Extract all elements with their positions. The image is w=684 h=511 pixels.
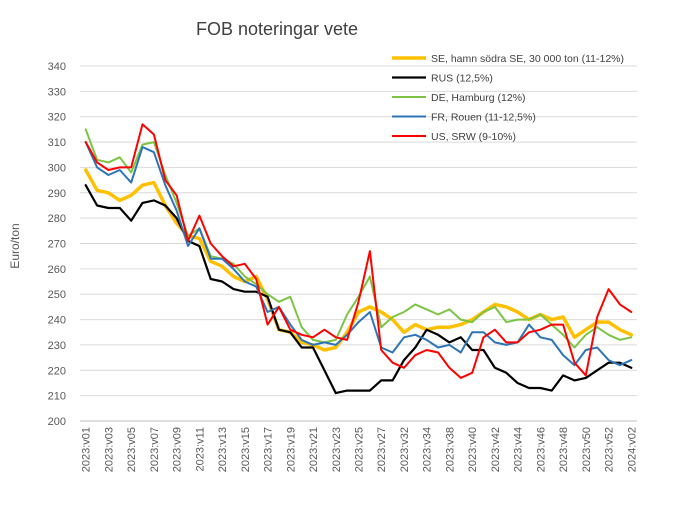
legend-label: US, SRW (9-10%) <box>431 131 516 143</box>
y-axis-ticks: 200 210 220 230 240 250 260 270 280 290 300 310 320 3… <box>48 61 66 428</box>
y-tick-label: 280 <box>48 213 66 225</box>
y-axis-title: Euro/ton <box>8 223 22 268</box>
y-tick-label: 320 <box>48 112 66 124</box>
x-tick-label: 2023:v27 <box>376 427 388 472</box>
legend-label: FR, Rouen (11-12,5%) <box>431 112 536 124</box>
x-tick-label: 2023:v21 <box>308 427 320 472</box>
chart-title: FOB noteringar vete <box>196 19 358 39</box>
y-tick-label: 310 <box>48 137 66 149</box>
x-tick-label: 2023:v52 <box>604 427 616 472</box>
y-tick-label: 220 <box>48 365 66 377</box>
y-tick-label: 290 <box>48 188 66 200</box>
legend-label: DE, Hamburg (12%) <box>431 92 526 104</box>
x-tick-label: 2023:v48 <box>558 427 570 472</box>
x-tick-label: 2023:v50 <box>581 427 593 472</box>
y-tick-label: 340 <box>48 61 66 73</box>
legend-label: SE, hamn södra SE, 30 000 ton (11-12%) <box>431 53 624 65</box>
x-tick-label: 2023:v09 <box>172 427 184 472</box>
x-tick-label: 2023:v44 <box>513 427 525 472</box>
y-tick-label: 230 <box>48 340 66 352</box>
series-line-2 <box>84 128 633 349</box>
x-axis-ticks: 2023:v01 2023:v03 2023:v05 2023:v07 2023:v09… <box>81 427 639 472</box>
x-tick-label: 2023:v42 <box>490 427 502 472</box>
x-tick-label: 2023:v13 <box>217 427 229 472</box>
gridlines <box>80 65 637 397</box>
y-tick-label: 200 <box>48 416 66 428</box>
x-tick-label: 2023:v19 <box>285 427 297 472</box>
x-tick-label: 2023:v38 <box>444 427 456 472</box>
y-tick-label: 210 <box>48 391 66 403</box>
y-tick-label: 240 <box>48 315 66 327</box>
series-line-1 <box>84 184 633 395</box>
x-tick-label: 2023:v15 <box>240 427 252 472</box>
legend-label: RUS (12,5%) <box>431 73 493 85</box>
x-tick-label: 2023:v34 <box>422 427 434 472</box>
x-tick-label: 2023:v32 <box>399 427 411 472</box>
y-tick-label: 300 <box>48 162 66 174</box>
x-tick-label: 2023:v01 <box>81 427 93 472</box>
y-tick-label: 260 <box>48 264 66 276</box>
x-tick-label: 2023:v46 <box>535 427 547 472</box>
x-tick-label: 2023:v11 <box>194 427 206 471</box>
x-tick-label: 2023:v23 <box>331 427 343 472</box>
series-line-4 <box>84 123 633 379</box>
series-line-3 <box>84 141 633 367</box>
y-tick-label: 330 <box>48 86 66 98</box>
x-tick-label: 2023:v25 <box>354 427 366 472</box>
y-tick-label: 270 <box>48 239 66 251</box>
x-tick-label: 2024:v02 <box>626 427 638 472</box>
y-tick-label: 250 <box>48 289 66 301</box>
legend: SE, hamn södra SE, 30 000 ton (11-12%) RU… <box>392 53 624 143</box>
x-tick-label: 2023:v05 <box>126 427 138 472</box>
x-tick-label: 2023:v03 <box>103 427 115 472</box>
x-tick-label: 2023:v17 <box>263 427 275 472</box>
x-tick-label: 2023:v40 <box>467 427 479 472</box>
x-tick-label: 2023:v07 <box>149 427 161 472</box>
series-lines <box>83 123 634 395</box>
